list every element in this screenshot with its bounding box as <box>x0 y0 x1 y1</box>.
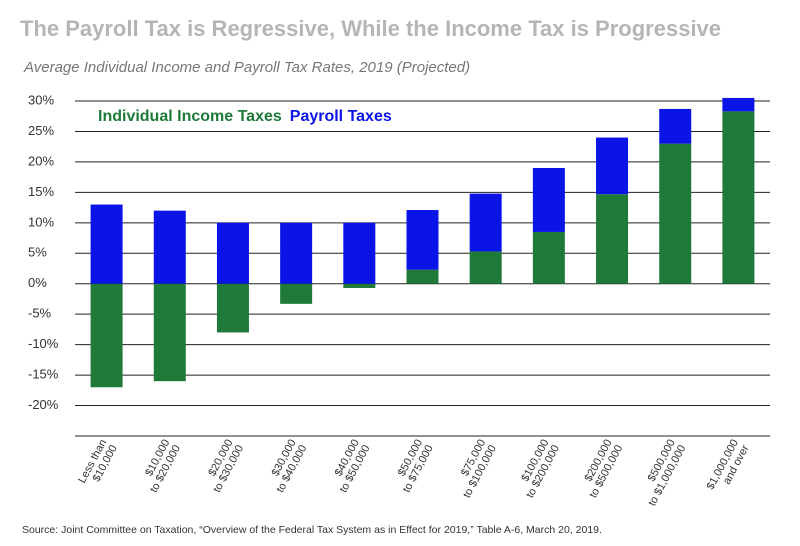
y-tick-label: -5% <box>28 306 52 321</box>
bar <box>532 168 565 232</box>
bar <box>532 231 565 284</box>
source-note: Source: Joint Committee on Taxation, “Ov… <box>22 524 602 536</box>
bar <box>280 283 313 304</box>
y-tick-label: 0% <box>28 275 47 290</box>
bar <box>659 108 692 144</box>
bar <box>153 283 186 382</box>
chart-title: The Payroll Tax is Regressive, While the… <box>20 16 721 41</box>
y-tick-label: 15% <box>28 184 54 199</box>
bar <box>722 97 755 112</box>
x-tick-label-group: Less than$10,000 <box>76 438 120 486</box>
bar <box>90 283 123 388</box>
y-tick-label: -20% <box>28 397 59 412</box>
bar <box>90 204 123 284</box>
chart-subtitle: Average Individual Income and Payroll Ta… <box>23 59 470 76</box>
bar <box>722 111 755 284</box>
bar <box>659 143 692 284</box>
bar <box>153 210 186 284</box>
bar <box>343 283 376 288</box>
y-tick-label: 5% <box>28 245 47 260</box>
legend-label: Payroll Taxes <box>290 108 392 125</box>
bar <box>216 222 249 284</box>
y-tick-label: 25% <box>28 123 54 138</box>
bar <box>596 194 629 284</box>
bar <box>280 222 313 284</box>
bar <box>596 137 629 195</box>
bar <box>469 193 502 252</box>
legend-label: Individual Income Taxes <box>98 108 282 125</box>
y-tick-label: 30% <box>28 92 54 107</box>
bar <box>343 222 376 284</box>
bar <box>469 251 502 284</box>
bar <box>406 210 439 270</box>
y-tick-label: -10% <box>28 336 59 351</box>
bar <box>216 283 249 333</box>
y-tick-label: -15% <box>28 367 59 382</box>
y-tick-label: 10% <box>28 214 54 229</box>
bar <box>406 269 439 284</box>
y-tick-label: 20% <box>28 153 54 168</box>
